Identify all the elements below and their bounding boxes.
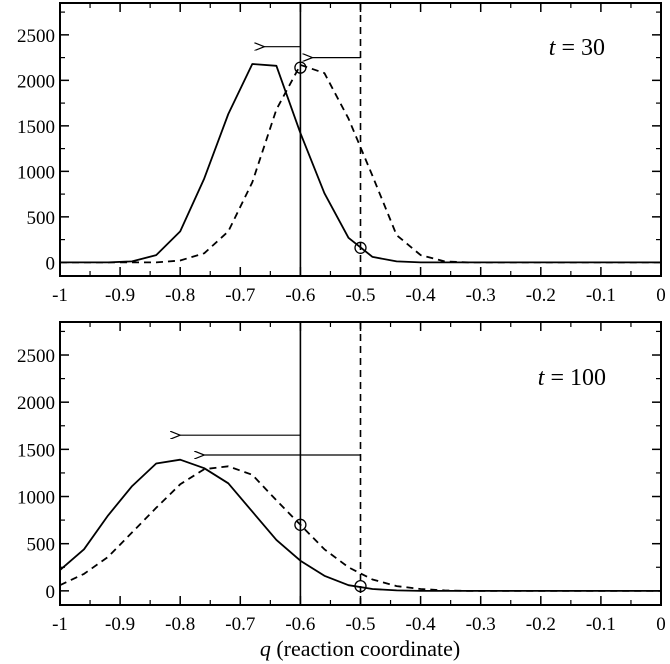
x-tick-label: -0.2: [526, 614, 556, 635]
x-tick-label: -0.4: [406, 614, 437, 635]
x-tick-label: -0.5: [345, 614, 375, 635]
y-tick-label: 0: [46, 253, 56, 274]
y-tick-label: 2500: [17, 26, 55, 47]
y-tick-label: 2000: [17, 393, 55, 414]
annotation-var: t: [538, 365, 546, 391]
x-tick-label: 0: [656, 614, 666, 635]
x-axis-label: q (reaction coordinate): [260, 636, 460, 661]
marker-circle: [294, 61, 307, 74]
y-tick-label: 2000: [17, 71, 55, 92]
annotation-text: = 100: [544, 365, 606, 391]
y-tick-label: 1000: [17, 488, 55, 509]
panel-annotation: t = 100: [538, 365, 606, 391]
x-tick-label: -1: [52, 614, 68, 635]
x-tick-label: -0.5: [345, 285, 375, 306]
x-tick-label: -0.4: [406, 285, 437, 306]
x-tick-label: -0.7: [225, 614, 255, 635]
y-tick-label: 1500: [17, 117, 55, 138]
x-tick-label: -0.1: [586, 614, 616, 635]
x-tick-label: -0.3: [466, 614, 496, 635]
marker-circle: [354, 579, 367, 593]
annotation-text: = 30: [555, 35, 605, 61]
y-tick-label: 500: [27, 535, 56, 556]
x-tick-label: -0.1: [586, 285, 616, 306]
x-tick-label: -0.7: [225, 285, 255, 306]
x-tick-label: -0.9: [105, 614, 135, 635]
x-tick-label: 0: [656, 285, 666, 306]
series-line-dashed: [60, 64, 661, 264]
x-axis-label-text: (reaction coordinate): [271, 636, 460, 661]
x-tick-label: -0.8: [165, 285, 195, 306]
y-tick-label: 0: [46, 582, 56, 603]
bottom-panel: -1 -0.9 -0.8 -0.7 -0.6 -0.5 -0.4 -0.3 -0.2 -0.1 0 0…: [17, 321, 666, 635]
y-tick-label: 1500: [17, 440, 55, 461]
x-tick-label: -0.9: [105, 285, 135, 306]
marker-circle: [354, 241, 367, 254]
x-tick-label: -1: [52, 285, 68, 306]
series-line-solid: [59, 458, 661, 592]
x-axis-label-var: q: [260, 636, 271, 661]
x-tick-label: -0.6: [285, 285, 315, 306]
x-tick-label: -0.3: [466, 285, 496, 306]
panel-annotation: t = 30: [549, 35, 605, 61]
x-tick-label: -0.6: [285, 614, 315, 635]
y-tick-label: 2500: [17, 346, 55, 367]
y-tick-label: 1000: [17, 162, 55, 183]
x-tick-label: -0.2: [526, 285, 556, 306]
y-tick-label: 500: [27, 208, 56, 229]
x-tick-label: -0.8: [165, 614, 195, 635]
annotation-var: t: [549, 35, 557, 61]
marker-circle: [294, 518, 307, 531]
top-panel: -1 -0.9 -0.8 -0.7 -0.6 -0.5 -0.4 -0.3 -0.2 -0.1 0 0…: [17, 2, 666, 306]
